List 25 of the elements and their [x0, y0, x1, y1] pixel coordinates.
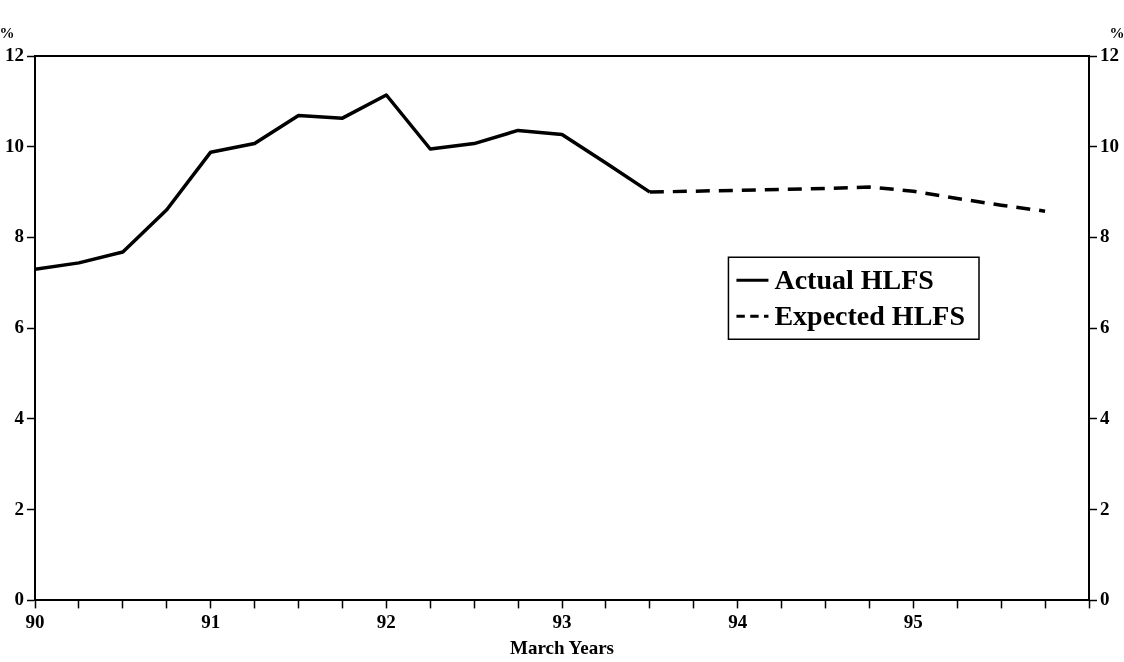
y-tick-label: 10: [5, 134, 24, 156]
y2-tick-label: 6: [1100, 316, 1110, 338]
y-tick-label: 6: [14, 316, 24, 338]
x-tick-label: 94: [728, 610, 748, 632]
x-axis-title: March Years: [510, 636, 614, 658]
legend-label: Expected HLFS: [774, 300, 965, 332]
y2-tick-label: 0: [1100, 588, 1110, 610]
x-tick-label: 95: [903, 610, 923, 632]
y-axis-title: %: [0, 25, 15, 42]
x-tick-label: 91: [201, 610, 221, 632]
y2-tick-label: 2: [1100, 497, 1110, 519]
y2-tick-label: 10: [1100, 134, 1119, 156]
y-tick-label: 8: [14, 225, 24, 247]
y2-axis-title: %: [1109, 25, 1124, 42]
x-tick-label: 93: [552, 610, 572, 632]
y-tick-label: 12: [5, 43, 24, 65]
y2-tick-label: 12: [1100, 43, 1119, 65]
y-tick-label: 0: [14, 588, 24, 610]
y2-tick-label: 8: [1100, 225, 1110, 247]
legend-label: Actual HLFS: [774, 264, 934, 296]
x-tick-label: 90: [25, 610, 45, 632]
y2-tick-label: 4: [1100, 406, 1110, 428]
y-tick-label: 2: [14, 497, 24, 519]
x-tick-label: 92: [376, 610, 396, 632]
y-tick-label: 4: [14, 406, 25, 428]
